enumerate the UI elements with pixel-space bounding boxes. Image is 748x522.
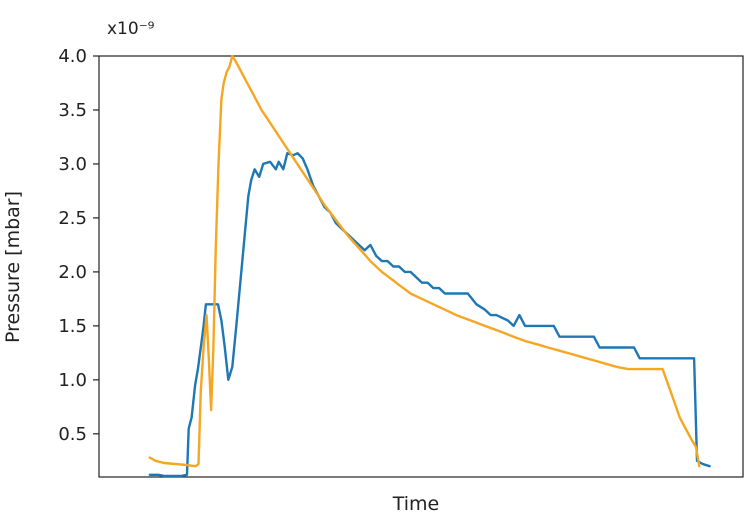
plot-frame bbox=[98, 55, 744, 478]
x-axis-title: Time bbox=[392, 493, 440, 515]
y-tick-label: 0.5 bbox=[58, 424, 87, 445]
y-tick-label: 1.0 bbox=[58, 370, 87, 391]
y-axis-title: Pressure [mbar] bbox=[2, 191, 24, 343]
y-axis-ticks: 0.5 1.0 1.5 2.0 2.5 3.0 3.5 4.0 bbox=[58, 46, 99, 445]
y-tick-label: 4.0 bbox=[58, 46, 87, 67]
y-tick-label: 3.5 bbox=[58, 100, 87, 121]
series-line-1 bbox=[148, 152, 711, 478]
axes-frame bbox=[98, 55, 744, 478]
series-line-2 bbox=[148, 54, 701, 468]
y-tick-label: 2.0 bbox=[58, 262, 87, 283]
y-scale-label: x10⁻⁹ bbox=[107, 19, 155, 39]
y-tick-label: 2.5 bbox=[58, 208, 87, 229]
series-layer bbox=[148, 54, 711, 478]
y-tick-label: 1.5 bbox=[58, 316, 87, 337]
y-tick-label: 3.0 bbox=[58, 154, 87, 175]
